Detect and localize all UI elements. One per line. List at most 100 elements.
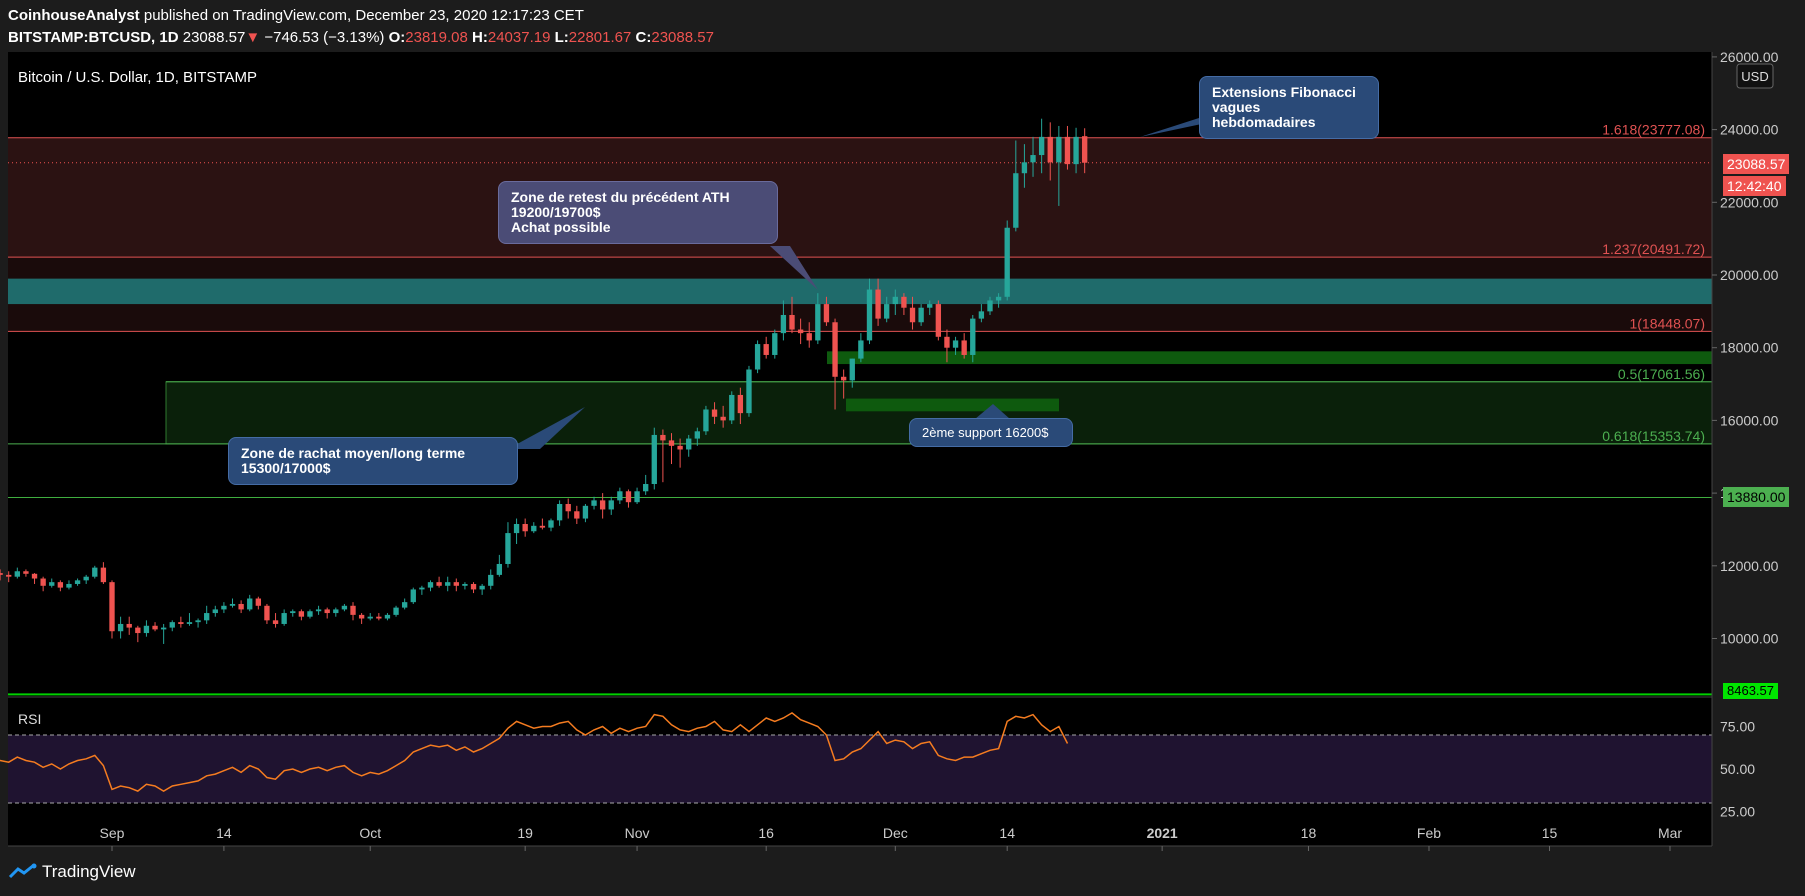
candle-body [66,583,72,588]
footer-brand[interactable]: TradingView [8,862,136,882]
time-tick-label: Nov [625,825,650,841]
candle-body [358,614,365,619]
candle-body [548,520,554,528]
time-tick-label: Mar [1658,825,1682,841]
candle-body [780,314,787,334]
candle-body [410,589,416,603]
low-value: 22801.67 [568,29,632,46]
candle-body [677,445,683,450]
fib-label: 0.5(17061.56) [1618,366,1705,382]
candle-body [367,616,373,619]
support-zone-1 [827,351,1712,365]
chart-title: Bitcoin / U.S. Dollar, 1D, BITSTAMP [18,69,257,86]
candle-body [453,582,459,586]
high-label: H: [472,29,488,46]
candle-body [944,336,950,348]
candle-body [935,304,942,337]
candle-body [668,440,675,446]
candle-body [952,340,959,348]
candle-body [221,605,227,610]
price-tick-label: 16000.00 [1720,412,1779,428]
candle-body [1047,136,1053,163]
price-tick-label: 18000.00 [1720,340,1779,356]
candle-body [109,582,115,632]
candle-body [582,505,589,519]
footer-brand-label: TradingView [42,862,136,881]
fib-label: 1.237(20491.72) [1602,241,1705,257]
candle-body [711,409,718,417]
candle-body [789,314,795,330]
low-label: L: [554,29,569,46]
candle-body [832,322,838,377]
price-tick-label: 24000.00 [1720,122,1779,138]
candle-body [815,304,821,341]
published-text: published on TradingView.com, December 2… [143,7,584,24]
level-13880-tag: 13880.00 [1723,487,1790,507]
rsi-tick-label: 50.00 [1720,761,1755,777]
candle-body [625,491,632,503]
currency-button-label: USD [1741,69,1768,84]
candle-body [660,434,666,441]
price-tick-label: 20000.00 [1720,267,1779,283]
candle-body [1021,162,1028,174]
candle-body [556,504,563,521]
candle-body [238,603,244,610]
candle-body [531,525,537,532]
candle-body [591,500,597,506]
rsi-tick-label: 25.00 [1720,804,1755,820]
candle-body [31,573,38,579]
candle-body [57,582,64,588]
candle-body [651,434,657,485]
candle-body [6,574,12,577]
candle-body [126,623,132,628]
support-pointer [975,404,1010,419]
candle-body [987,300,993,312]
time-tick-label: 18 [1301,825,1317,841]
time-tick-label: Dec [883,825,908,841]
candle-body [720,416,726,421]
rsi-layer: 75.00 50.00 25.00 [0,711,1755,820]
candle-body [875,289,881,319]
candle-body [746,369,752,414]
chart-header: CoinhouseAnalyst published on TradingVie… [0,0,1805,60]
candle-body [333,609,339,614]
candle-body [522,523,528,532]
rsi-tick-label: 75.00 [1720,719,1755,735]
candle-body [462,583,468,586]
candle-body [617,491,623,501]
candle-body [840,376,847,381]
candle-body [496,563,503,575]
currency-button[interactable]: USD [1736,63,1774,89]
author-name[interactable]: CoinhouseAnalyst [8,7,140,24]
candle-body [341,605,348,610]
time-tick-label: 14 [216,825,232,841]
candle-body [995,296,1002,301]
time-tick-label: 14 [999,825,1015,841]
candle-body [350,605,356,615]
callout-rachat-zone: Zone de rachat moyen/long terme 15300/17… [228,437,518,485]
fib-label: 1(18448.07) [1629,315,1705,331]
candle-body [152,625,158,630]
candle-body [401,602,408,608]
candle-body [212,609,218,614]
candle-body [505,533,511,564]
candle-body [117,623,124,632]
candle-body [160,627,167,630]
candle-body [0,573,3,575]
candle-body [143,625,150,634]
candle-body [797,329,804,334]
candle-body [978,311,985,319]
candle-body [823,304,830,323]
candle-body [1056,136,1062,163]
callout-fibonacci: Extensions Fibonacci vagues hebdomadaire… [1199,76,1379,139]
candle-body [74,580,81,584]
candle-body [513,523,520,534]
candle-body [445,582,451,586]
last-price: 23088.57 [182,29,246,46]
candle-body [918,307,924,323]
axes-layer: 26000.00 24000.00 22000.00 20000.00 18000.00… [8,49,1779,851]
candle-body [1013,173,1019,228]
candle-body [970,318,976,355]
candle-body [892,296,898,305]
